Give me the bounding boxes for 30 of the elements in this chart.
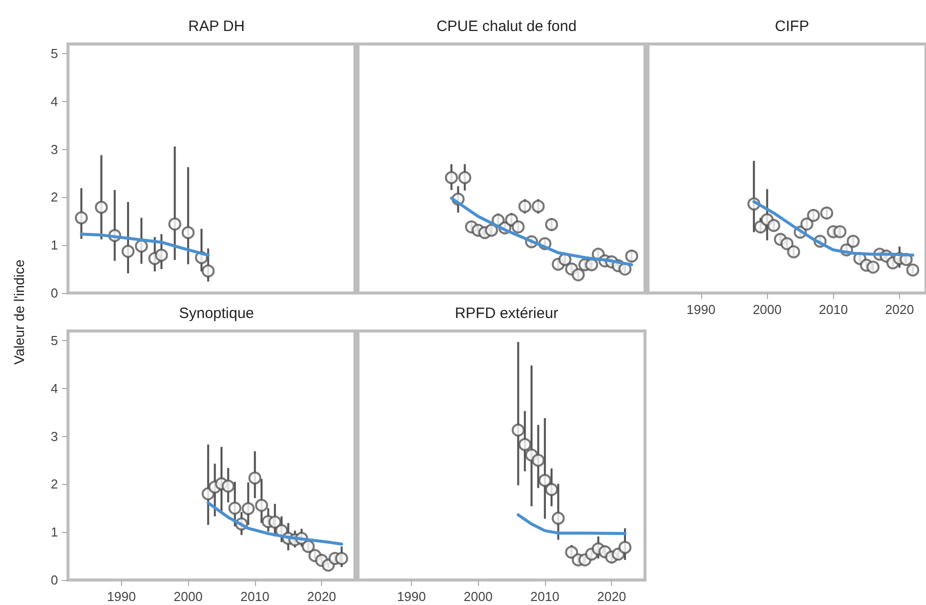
x-tick-label: 2020: [597, 589, 626, 604]
y-tick-label: 3: [50, 142, 58, 157]
x-tick-label: 1990: [686, 302, 716, 317]
x-tick-label: 2010: [530, 589, 560, 604]
y-tick-label: 1: [50, 524, 58, 540]
y-tick-label: 0: [50, 572, 58, 588]
y-tick-label: 3: [50, 428, 58, 444]
y-tick-label: 5: [50, 46, 58, 62]
y-tick-label: 2: [50, 476, 58, 492]
x-tick-label: 1990: [396, 589, 426, 604]
y-tick-label: 1: [50, 238, 58, 253]
chart-title: CIFP: [774, 18, 810, 35]
x-tick-label: 2000: [174, 589, 203, 604]
x-tick-label: 2000: [464, 589, 493, 604]
chart-title: RPFD extérieur: [454, 305, 558, 322]
y-tick-label: 2: [50, 190, 58, 205]
y-tick-label: 4: [50, 380, 58, 396]
chart-title: CPUE chalut de fond: [436, 18, 577, 35]
x-tick-label: 2010: [818, 302, 848, 317]
y-tick-label: 5: [50, 333, 58, 348]
x-tick-label: 2000: [752, 302, 782, 317]
x-tick-label: 2010: [240, 589, 270, 604]
y-tick-label: 0: [50, 286, 58, 300]
x-tick-label: 2020: [885, 302, 914, 317]
x-tick-label: 1990: [106, 589, 136, 604]
chart-title: RAP DH: [188, 18, 245, 35]
x-tick-label: 2020: [307, 589, 336, 604]
y-tick-label: 4: [50, 94, 58, 109]
chart-title: Synoptique: [178, 305, 254, 322]
y-axis-title: Valeur de l'indice: [11, 259, 27, 365]
